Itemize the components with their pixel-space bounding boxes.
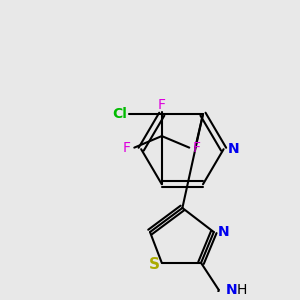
Text: N: N (218, 225, 230, 239)
Text: F: F (158, 98, 166, 112)
Text: F: F (122, 141, 130, 154)
Text: H: H (236, 283, 247, 297)
Text: S: S (148, 257, 159, 272)
Text: Cl: Cl (112, 107, 127, 121)
Text: N: N (228, 142, 239, 156)
Text: F: F (193, 141, 201, 154)
Text: N: N (226, 283, 237, 297)
